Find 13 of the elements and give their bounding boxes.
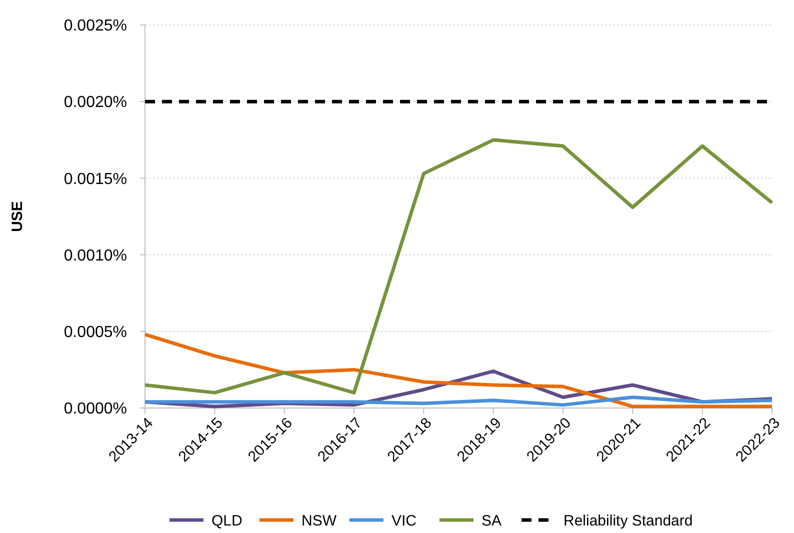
y-tick-label: 0.0005% xyxy=(64,324,127,341)
y-tick-label: 0.0010% xyxy=(64,247,127,264)
line-series xyxy=(143,138,774,394)
y-tick-label: 0.0020% xyxy=(64,94,127,112)
legend-label: Reliability Standard xyxy=(564,512,693,530)
legend-label: QLD xyxy=(212,512,243,530)
y-axis-title: USE xyxy=(9,201,26,232)
y-tick-label: 0.0000% xyxy=(64,400,127,418)
legend-label: VIC xyxy=(392,512,417,530)
legend-label: NSW xyxy=(302,512,338,530)
y-tick-label: 0.0015% xyxy=(64,170,127,188)
legend-label: SA xyxy=(482,512,502,530)
y-tick-label: 0.0025% xyxy=(64,18,127,35)
